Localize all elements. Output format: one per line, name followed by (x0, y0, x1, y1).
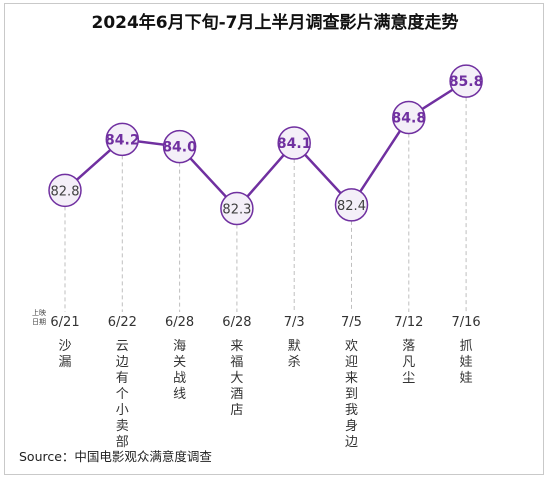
data-markers: 82.8 84.2 84.0 82.3 84.1 82.4 84.8 85.8 (48, 64, 484, 226)
date-tick-label: 6/21 (50, 315, 79, 330)
chart-frame: 2024年6月下旬-7月上半月调查影片满意度走势 82.8 84.2 84.0 82.… (4, 3, 544, 475)
film-name-label: 云边有个小卖部 (116, 339, 129, 450)
data-value-label: 82.3 (222, 203, 251, 218)
x-axis-title-text: 上映 (32, 308, 46, 317)
chart-title: 2024年6月下旬-7月上半月调查影片满意度走势 (91, 12, 458, 33)
guide-lines (64, 97, 467, 312)
date-tick-label: 7/16 (451, 315, 480, 330)
film-name-label: 欢迎来到我身边 (345, 339, 358, 450)
film-name-label: 默杀 (288, 338, 301, 370)
point-marker (220, 191, 254, 226)
point-marker (334, 188, 369, 222)
data-point: 84.1 (277, 126, 312, 160)
data-value-label: 84.8 (392, 111, 427, 127)
x-axis-title-text: 日期 (32, 318, 46, 326)
data-value-label: 82.4 (337, 199, 366, 214)
date-tick-label: 6/28 (222, 315, 251, 330)
data-value-label: 85.8 (449, 74, 484, 90)
date-tick-label: 6/28 (165, 315, 194, 330)
film-name-labels: 沙漏 云边有个小卖部 海关战线 来福大酒店 默杀 欢迎来到我身边 落凡尘 抓娃娃 (58, 338, 472, 450)
date-tick-labels: 6/21 6/22 6/28 6/28 7/3 7/5 7/12 7/16 (50, 315, 480, 330)
film-name-label: 沙漏 (58, 339, 71, 370)
data-point: 82.4 (334, 188, 369, 222)
point-marker (449, 64, 483, 98)
point-marker (277, 126, 311, 160)
date-tick-label: 7/3 (284, 315, 305, 330)
data-point: 84.2 (105, 122, 140, 157)
data-value-label: 82.8 (51, 184, 80, 199)
point-marker (105, 122, 140, 157)
film-name-label: 来福大酒店 (230, 339, 243, 418)
data-point: 85.8 (449, 64, 484, 98)
data-point: 84.8 (392, 100, 427, 135)
date-tick-label: 6/22 (108, 315, 137, 330)
point-marker (392, 100, 426, 135)
date-tick-label: 7/5 (341, 315, 362, 330)
data-value-label: 84.0 (162, 140, 197, 156)
data-value-label: 84.1 (277, 136, 312, 152)
data-value-label: 84.2 (105, 132, 140, 148)
line-chart: 2024年6月下旬-7月上半月调查影片满意度走势 82.884.2 84.082.… (19, 12, 484, 464)
source-note: Source：中国电影观众满意度调查 (19, 449, 212, 464)
point-marker (162, 129, 197, 164)
point-marker (48, 173, 82, 208)
data-point: 82.8 (48, 173, 82, 208)
film-name-label: 落凡尘 (402, 339, 415, 386)
data-point: 84.0 (162, 129, 197, 164)
film-name-label: 抓娃娃 (460, 339, 473, 386)
film-name-label: 海关战线 (173, 339, 186, 402)
date-tick-label: 7/12 (394, 315, 423, 330)
data-point: 82.3 (220, 191, 254, 226)
